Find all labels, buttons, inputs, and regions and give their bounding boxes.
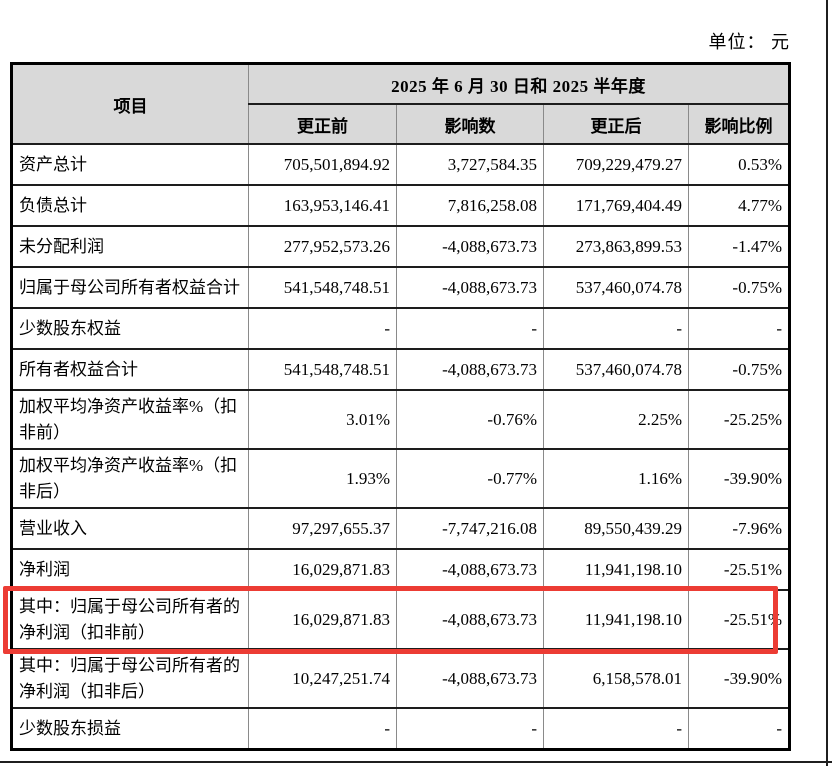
cell-after: 1.16% [543, 448, 689, 508]
highlight-row: 其中：归属于母公司所有者的净利润（扣非前） 16,029,871.83 -4,0… [11, 589, 790, 649]
cell-impact: -4,088,673.73 [396, 266, 544, 308]
cell-after: 11,941,198.10 [543, 589, 689, 649]
table-row: 净利润 16,029,871.83 -4,088,673.73 11,941,1… [11, 548, 790, 590]
table-row: 归属于母公司所有者权益合计 541,548,748.51 -4,088,673.… [11, 266, 790, 308]
row-label: 归属于母公司所有者权益合计 [11, 266, 249, 308]
cell-impact: - [396, 707, 544, 750]
cell-before: 163,953,146.41 [248, 184, 397, 226]
cell-after: 171,769,404.49 [543, 184, 689, 226]
cell-before: - [248, 707, 397, 750]
row-label: 少数股东权益 [11, 307, 249, 349]
cell-before: 277,952,573.26 [248, 225, 397, 267]
table-row: 资产总计 705,501,894.92 3,727,584.35 709,229… [11, 143, 790, 185]
header-after: 更正后 [543, 103, 689, 144]
table-row: 其中：归属于母公司所有者的净利润（扣非后） 10,247,251.74 -4,0… [11, 648, 790, 708]
cell-after: 89,550,439.29 [543, 507, 689, 549]
table-row: 所有者权益合计 541,548,748.51 -4,088,673.73 537… [11, 348, 790, 390]
cell-impact: -4,088,673.73 [396, 548, 544, 590]
row-label: 所有者权益合计 [11, 348, 249, 390]
correction-table: 项目 2025 年 6 月 30 日和 2025 半年度 更正前 影响数 更正后… [10, 62, 791, 751]
cell-ratio: -39.90% [688, 448, 790, 508]
table-row: 少数股东权益 - - - - [11, 307, 790, 349]
cell-ratio: -0.75% [688, 266, 790, 308]
table-row: 未分配利润 277,952,573.26 -4,088,673.73 273,8… [11, 225, 790, 267]
page-edge-right [826, 0, 828, 766]
cell-impact: -7,747,216.08 [396, 507, 544, 549]
unit-label: 单位： 元 [708, 32, 790, 52]
cell-ratio: 4.77% [688, 184, 790, 226]
cell-ratio: -0.75% [688, 348, 790, 390]
cell-after: 11,941,198.10 [543, 548, 689, 590]
cell-ratio: -7.96% [688, 507, 790, 549]
cell-impact: -0.77% [396, 448, 544, 508]
cell-before: 16,029,871.83 [248, 548, 397, 590]
cell-impact: -4,088,673.73 [396, 348, 544, 390]
header-ratio: 影响比例 [688, 103, 790, 144]
cell-before: 1.93% [248, 448, 397, 508]
row-label: 加权平均净资产收益率%（扣非后） [11, 448, 249, 508]
cell-ratio: -25.25% [688, 389, 790, 449]
cell-before: - [248, 307, 397, 349]
row-label: 少数股东损益 [11, 707, 249, 750]
row-label: 营业收入 [11, 507, 249, 549]
cell-before: 3.01% [248, 389, 397, 449]
cell-after: 273,863,899.53 [543, 225, 689, 267]
cell-after: 537,460,074.78 [543, 266, 689, 308]
cell-ratio: 0.53% [688, 143, 790, 185]
cell-ratio: -25.51% [688, 589, 790, 649]
cell-after: 537,460,074.78 [543, 348, 689, 390]
cell-after: - [543, 307, 689, 349]
cell-after: 2.25% [543, 389, 689, 449]
cell-ratio: - [688, 707, 790, 750]
header-item-column: 项目 [11, 62, 249, 144]
cell-impact: -4,088,673.73 [396, 589, 544, 649]
row-label: 其中：归属于母公司所有者的净利润（扣非后） [11, 648, 249, 708]
table-row: 营业收入 97,297,655.37 -7,747,216.08 89,550,… [11, 507, 790, 549]
cell-ratio: -1.47% [688, 225, 790, 267]
cell-before: 10,247,251.74 [248, 648, 397, 708]
cell-ratio: - [688, 307, 790, 349]
cell-before: 16,029,871.83 [248, 589, 397, 649]
row-label: 未分配利润 [11, 225, 249, 267]
cell-impact: - [396, 307, 544, 349]
cell-impact: -0.76% [396, 389, 544, 449]
row-label: 其中：归属于母公司所有者的净利润（扣非前） [11, 589, 249, 649]
cell-before: 541,548,748.51 [248, 348, 397, 390]
row-label: 资产总计 [11, 143, 249, 185]
header-row-subcolumns: 更正前 影响数 更正后 影响比例 [12, 103, 790, 144]
row-label: 负债总计 [11, 184, 249, 226]
cell-impact: -4,088,673.73 [396, 225, 544, 267]
cell-before: 541,548,748.51 [248, 266, 397, 308]
cell-impact: -4,088,673.73 [396, 648, 544, 708]
cell-before: 97,297,655.37 [248, 507, 397, 549]
table-row: 加权平均净资产收益率%（扣非后） 1.93% -0.77% 1.16% -39.… [11, 448, 790, 508]
table-row: 少数股东损益 - - - - [11, 707, 790, 750]
cell-after: 709,229,479.27 [543, 143, 689, 185]
cell-after: 6,158,578.01 [543, 648, 689, 708]
cell-ratio: -25.51% [688, 548, 790, 590]
cell-ratio: -39.90% [688, 648, 790, 708]
page-edge-bottom [0, 761, 832, 763]
row-label: 净利润 [11, 548, 249, 590]
header-row-period: 项目 2025 年 6 月 30 日和 2025 半年度 [11, 62, 790, 144]
cell-before: 705,501,894.92 [248, 143, 397, 185]
table-row: 负债总计 163,953,146.41 7,816,258.08 171,769… [11, 184, 790, 226]
cell-impact: 3,727,584.35 [396, 143, 544, 185]
row-label: 加权平均净资产收益率%（扣非前） [11, 389, 249, 449]
header-impact: 影响数 [396, 103, 544, 144]
table-row: 加权平均净资产收益率%（扣非前） 3.01% -0.76% 2.25% -25.… [11, 389, 790, 449]
header-before: 更正前 [248, 103, 397, 144]
cell-after: - [543, 707, 689, 750]
cell-impact: 7,816,258.08 [396, 184, 544, 226]
header-period-span: 2025 年 6 月 30 日和 2025 半年度 [248, 62, 790, 104]
